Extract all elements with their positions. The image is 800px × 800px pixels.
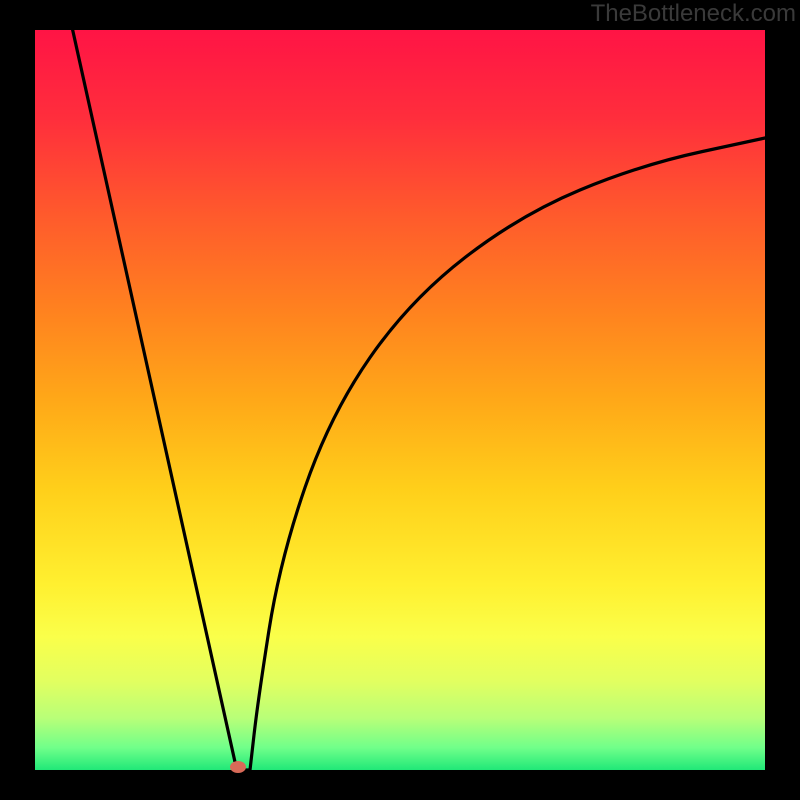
watermark-text: TheBottleneck.com	[591, 0, 796, 28]
plot-area	[35, 30, 765, 770]
bottleneck-chart	[0, 0, 800, 800]
min-marker	[230, 761, 246, 773]
chart-container: TheBottleneck.com	[0, 0, 800, 800]
